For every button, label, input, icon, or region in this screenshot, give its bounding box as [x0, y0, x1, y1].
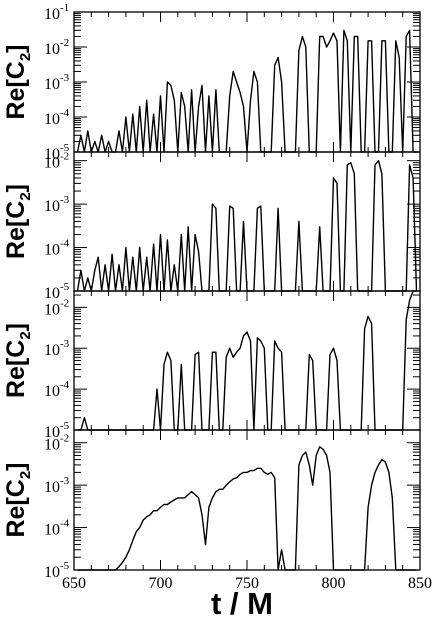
y-tick-exponent: -2	[60, 37, 69, 49]
y-tick-exponent: -5	[60, 142, 70, 154]
y-tick-label: 10	[44, 111, 60, 128]
panel-4: 10-510-410-310 -2Re[C2]650 700 750 800 850	[2, 429, 432, 592]
y-tick-label: 10	[44, 564, 60, 581]
y-tick-exponent: -3	[60, 194, 70, 206]
y-tick-exponent: -1	[60, 2, 69, 14]
y-axis-label: Re[C2]	[2, 184, 34, 259]
y-tick-label: 10	[44, 424, 60, 441]
y-tick-label: 10	[44, 41, 60, 58]
panels: 10-510-410-310-210 -1Re[C2]10-510-410-310…	[2, 2, 432, 592]
y-tick-exponent: -4	[60, 107, 70, 119]
y-tick-exponent: -5	[60, 420, 70, 432]
series-line	[76, 160, 418, 292]
panel-frame	[73, 290, 421, 431]
y-tick-exponent: -2	[60, 433, 69, 445]
y-axis-label-subscript: 2	[17, 331, 34, 339]
y-tick-exponent: -5	[60, 281, 70, 293]
y-tick-exponent: -2	[60, 297, 69, 309]
y-tick-label: 10	[44, 285, 60, 302]
y-axis-label-close: ]	[2, 184, 30, 192]
x-axis-label: t / M	[211, 586, 273, 621]
y-tick-exponent: -4	[60, 238, 70, 250]
panel-2: 10-510-410-310 -2Re[C2]	[2, 151, 421, 302]
y-tick-label: 10	[44, 146, 60, 163]
y-axis-label-base: Re[C	[2, 61, 30, 119]
y-axis-label-subscript: 2	[17, 192, 34, 200]
series-line	[76, 29, 417, 153]
series-line	[77, 446, 417, 571]
y-tick-exponent: -3	[60, 72, 70, 84]
y-axis-label-close: ]	[2, 44, 30, 52]
x-tick-label: 750	[235, 575, 259, 592]
y-axis-label-base: Re[C	[2, 340, 30, 398]
y-tick-label: 10	[44, 6, 60, 23]
y-tick-exponent: -2	[60, 151, 69, 163]
x-tick-label: 800	[322, 575, 346, 592]
y-axis-label-subscript: 2	[17, 53, 34, 61]
y-axis-label: Re[C2]	[2, 462, 34, 537]
y-axis-label-base: Re[C	[2, 201, 30, 259]
y-tick-label: 10	[44, 437, 60, 454]
panel-3: 10-510-410-310 -2Re[C2]	[2, 290, 421, 441]
x-tick-label: 700	[149, 575, 173, 592]
y-axis-label-close: ]	[2, 462, 30, 470]
y-tick-label: 10	[44, 479, 60, 496]
x-tick-label: 850	[408, 575, 432, 592]
panel-frame	[73, 151, 421, 292]
y-tick-exponent: -3	[60, 338, 70, 350]
y-tick-label: 10	[44, 301, 60, 318]
y-axis-label: Re[C2]	[2, 323, 34, 398]
y-tick-exponent: -5	[60, 560, 70, 572]
y-axis-label: Re[C2]	[2, 44, 34, 119]
y-tick-label: 10	[44, 155, 60, 172]
x-tick-label: 650	[62, 575, 86, 592]
y-tick-exponent: -4	[60, 518, 70, 530]
y-axis-label-subscript: 2	[17, 471, 34, 479]
series-line	[77, 290, 417, 431]
y-tick-label: 10	[44, 383, 60, 400]
y-axis-label-close: ]	[2, 323, 30, 331]
y-tick-label: 10	[44, 76, 60, 93]
y-tick-label: 10	[44, 342, 60, 359]
y-axis-label-base: Re[C	[2, 479, 30, 537]
y-tick-label: 10	[44, 522, 60, 539]
panel-1: 10-510-410-310-210 -1Re[C2]	[2, 2, 421, 163]
y-tick-label: 10	[44, 242, 60, 259]
y-tick-label: 10	[44, 198, 60, 215]
y-tick-exponent: -3	[60, 475, 70, 487]
panel-frame	[73, 11, 421, 153]
panel-frame	[73, 429, 421, 571]
y-tick-exponent: -4	[60, 379, 70, 391]
